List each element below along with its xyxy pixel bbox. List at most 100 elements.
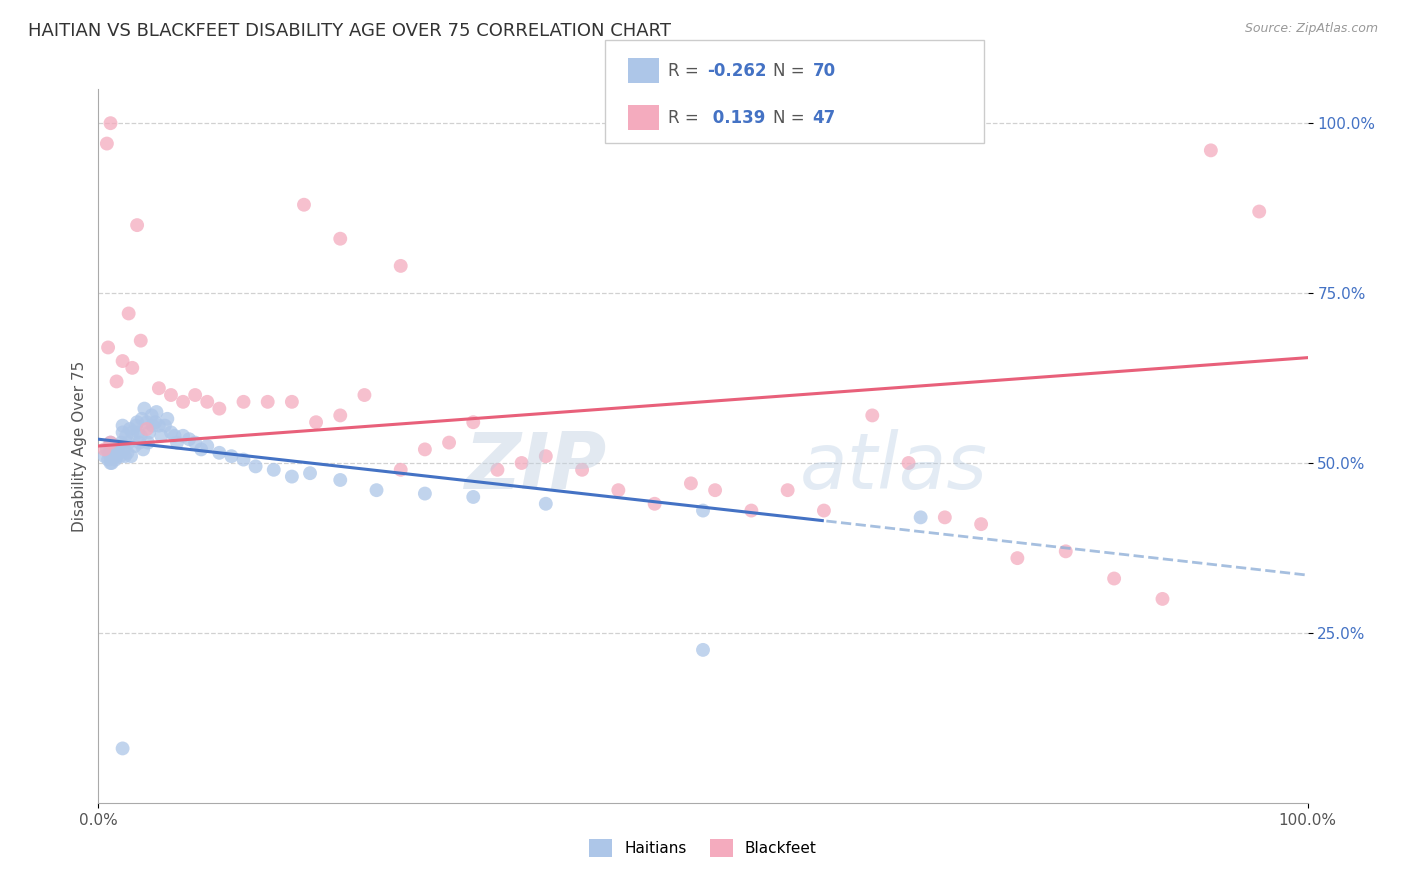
Point [100, 449, 122, 463]
Point [96, 136, 118, 151]
Point [221, 449, 243, 463]
Point [93, 449, 115, 463]
Point [138, 425, 160, 440]
Point [100, 116, 122, 130]
Point [143, 415, 166, 429]
Point [108, 449, 131, 463]
Point [1007, 551, 1029, 566]
Point [910, 510, 932, 524]
Point [108, 439, 131, 453]
Point [329, 473, 352, 487]
Point [107, 446, 129, 460]
Point [148, 418, 170, 433]
Point [897, 456, 920, 470]
Point [245, 459, 267, 474]
Point [704, 483, 727, 498]
Point [100, 435, 122, 450]
Point [124, 439, 146, 453]
Point [232, 452, 254, 467]
Point [100, 456, 122, 470]
Text: R =: R = [668, 109, 704, 127]
Point [644, 497, 666, 511]
Point [1102, 572, 1125, 586]
Point [1249, 204, 1271, 219]
Text: -0.262: -0.262 [707, 62, 766, 79]
Point [100, 456, 122, 470]
Point [534, 449, 557, 463]
Point [510, 456, 533, 470]
Point [131, 412, 153, 426]
Point [366, 483, 388, 498]
Text: N =: N = [773, 62, 810, 79]
Point [281, 469, 304, 483]
Point [121, 425, 143, 440]
Point [127, 218, 149, 232]
Point [1152, 591, 1174, 606]
Point [184, 435, 207, 450]
Point [153, 418, 176, 433]
Point [160, 425, 183, 440]
Point [103, 449, 125, 463]
Point [101, 446, 124, 460]
Text: 70: 70 [813, 62, 835, 79]
Point [571, 463, 593, 477]
Point [114, 449, 136, 463]
Point [111, 425, 134, 440]
Point [292, 198, 315, 212]
Point [96, 442, 118, 457]
Point [93, 442, 115, 457]
Point [299, 466, 322, 480]
Point [776, 483, 799, 498]
Point [329, 409, 352, 423]
Point [208, 401, 231, 416]
Point [437, 435, 460, 450]
Point [813, 503, 835, 517]
Text: ZIP: ZIP [464, 429, 606, 506]
Point [184, 388, 207, 402]
Point [692, 503, 714, 517]
Point [413, 442, 436, 457]
Point [129, 429, 152, 443]
Point [463, 490, 485, 504]
Text: atlas: atlas [800, 429, 987, 506]
Point [118, 435, 141, 450]
Point [97, 452, 120, 467]
Point [934, 510, 956, 524]
Point [121, 360, 143, 375]
Point [740, 503, 762, 517]
Point [329, 232, 352, 246]
Point [100, 442, 122, 457]
Point [150, 429, 173, 443]
Point [389, 463, 412, 477]
Point [195, 394, 218, 409]
Point [100, 435, 122, 450]
Point [256, 394, 278, 409]
Point [110, 435, 132, 450]
Point [413, 486, 436, 500]
Point [208, 446, 231, 460]
Text: HAITIAN VS BLACKFEET DISABILITY AGE OVER 75 CORRELATION CHART: HAITIAN VS BLACKFEET DISABILITY AGE OVER… [28, 22, 671, 40]
Point [163, 429, 186, 443]
Point [105, 449, 128, 463]
Point [389, 259, 412, 273]
Point [120, 449, 142, 463]
Point [281, 394, 304, 409]
Point [190, 442, 212, 457]
Point [141, 409, 163, 423]
Point [607, 483, 630, 498]
Point [463, 415, 485, 429]
Point [353, 388, 375, 402]
Point [263, 463, 285, 477]
Legend: Haitians, Blackfeet: Haitians, Blackfeet [583, 833, 823, 863]
Point [692, 643, 714, 657]
Point [486, 463, 509, 477]
Point [105, 375, 128, 389]
Point [145, 405, 167, 419]
Point [105, 442, 128, 457]
Text: Source: ZipAtlas.com: Source: ZipAtlas.com [1244, 22, 1378, 36]
Point [111, 418, 134, 433]
Point [195, 439, 218, 453]
Text: 47: 47 [813, 109, 837, 127]
Point [136, 435, 159, 450]
Point [117, 446, 139, 460]
